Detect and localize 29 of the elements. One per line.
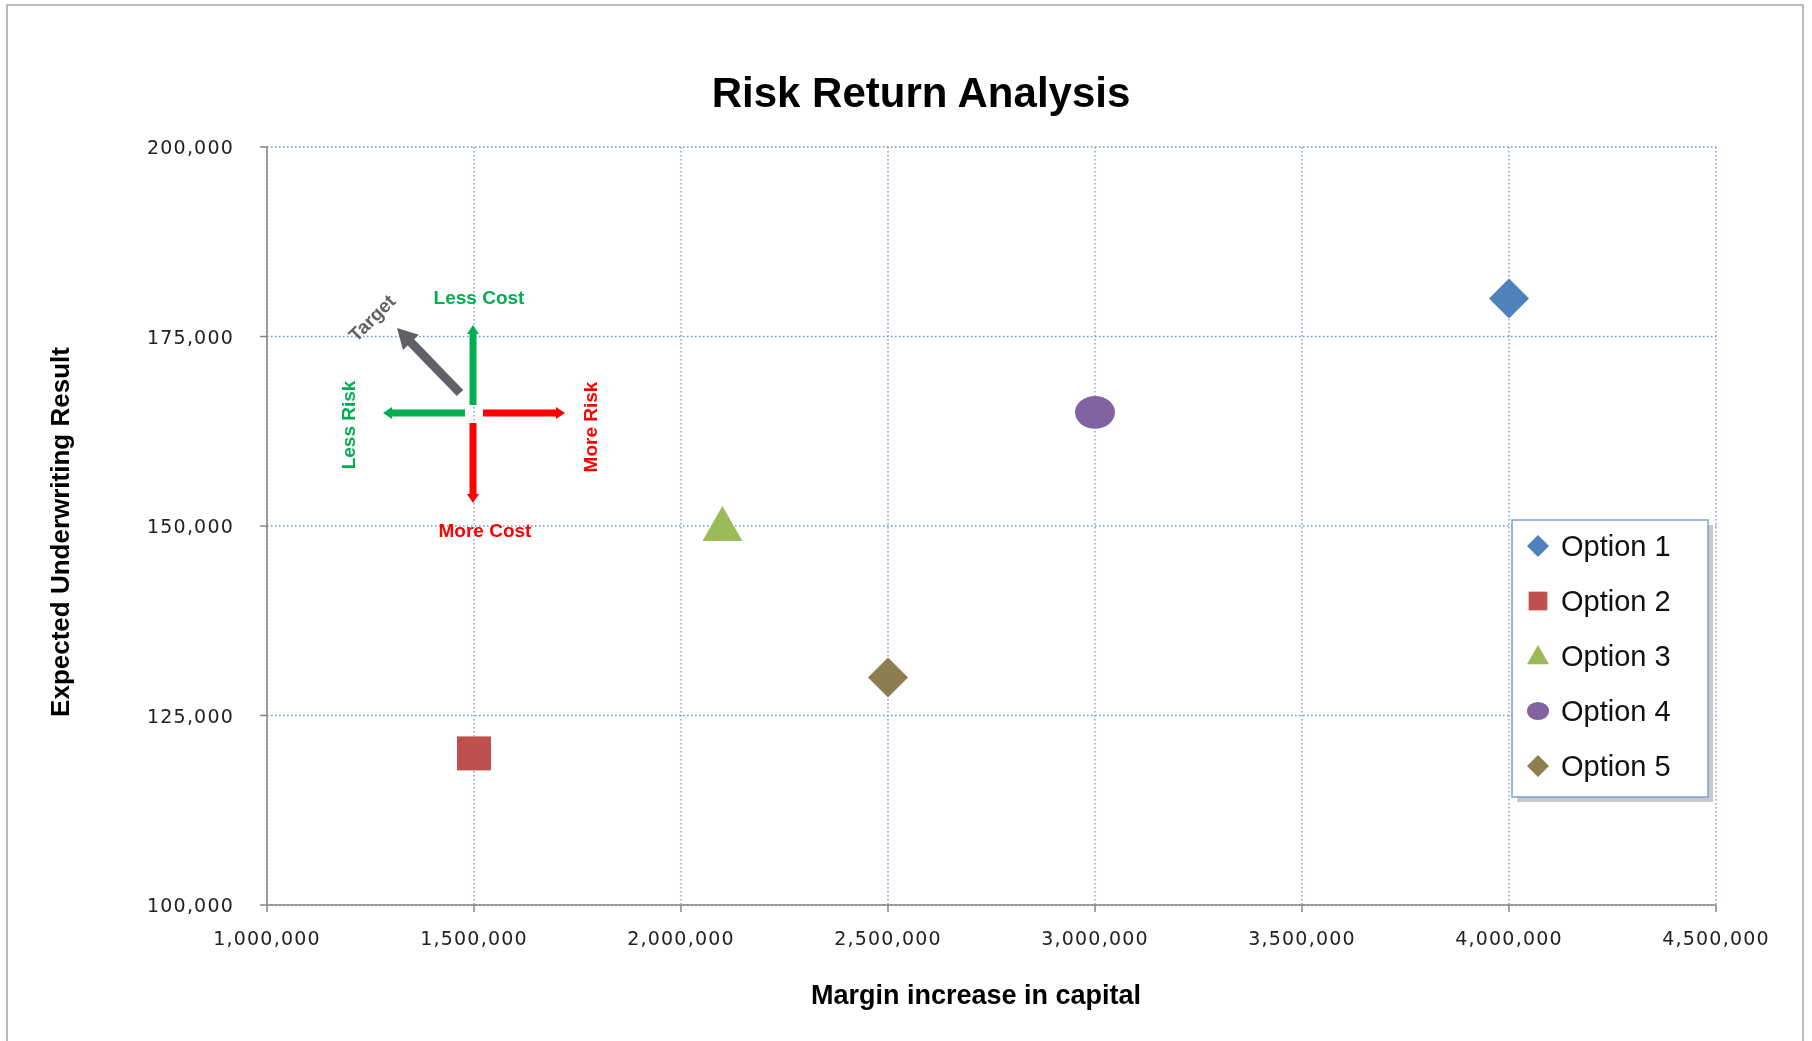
- legend-label: Option 4: [1561, 695, 1671, 727]
- x-tick-label: 3,000,000: [1041, 927, 1149, 949]
- y-tick-label: 150,000: [147, 515, 234, 537]
- point: [457, 736, 491, 771]
- x-tick-label: 4,500,000: [1662, 927, 1770, 949]
- legend-label: Option 2: [1561, 585, 1671, 617]
- y-tick-label: 100,000: [147, 894, 234, 916]
- x-tick-label: 1,000,000: [213, 927, 321, 949]
- point: [868, 657, 908, 698]
- x-tick-label: 3,500,000: [1248, 927, 1356, 949]
- annotation: Less Risk: [337, 380, 359, 470]
- legend-label: Option 1: [1561, 530, 1671, 562]
- x-tick-label: 2,000,000: [627, 927, 735, 949]
- point: [1489, 278, 1529, 319]
- annotation: More Risk: [579, 381, 601, 473]
- y-tick-label: 200,000: [147, 136, 234, 158]
- point: [1075, 395, 1115, 429]
- annotation: More Cost: [438, 519, 533, 541]
- x-axis-title: Margin increase in capital: [810, 980, 1142, 1010]
- legend-label: Option 5: [1561, 750, 1671, 782]
- chart-title: Risk Return Analysis: [711, 69, 1131, 116]
- legend-label: Option 3: [1561, 640, 1671, 672]
- y-axis-title: Expected Underwriting Result: [45, 346, 75, 717]
- y-tick-label: 175,000: [147, 325, 234, 348]
- y-tick-label: 125,000: [147, 704, 234, 727]
- annotation: Less Cost: [433, 286, 526, 308]
- x-tick-label: 1,500,000: [420, 927, 528, 949]
- x-tick-label: 4,000,000: [1455, 927, 1563, 949]
- x-tick-label: 2,500,000: [834, 927, 942, 949]
